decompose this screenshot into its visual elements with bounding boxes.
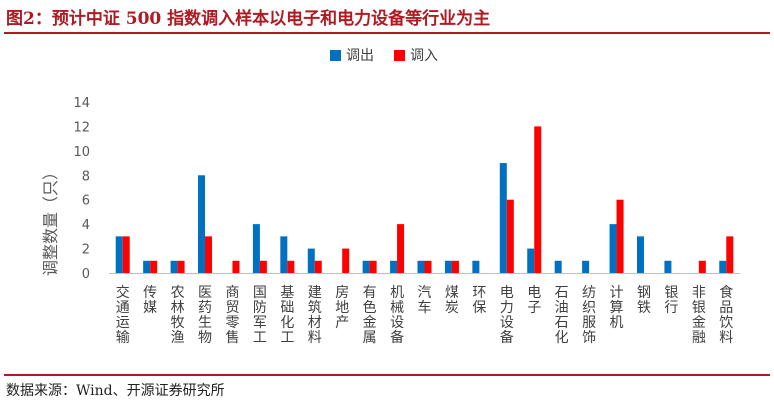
y-axis: 0 2 4 6 8 10 12 14 (73, 96, 90, 282)
bar-out-7 (307, 248, 315, 273)
x-tick-label: 电子 (527, 285, 541, 316)
x-axis: 交通运输传媒农林牧渔医药生物商贸零售国防军工基础化工建筑材料房地产有色金属机械设… (109, 273, 740, 346)
bar-out-5 (252, 224, 260, 273)
bar-out-19 (636, 236, 644, 273)
source-rule (4, 374, 770, 376)
x-tick-label: 有色金属 (363, 285, 377, 346)
y-tick-label: 0 (82, 267, 90, 282)
bar-in-7 (314, 260, 322, 273)
bar-out-0 (115, 236, 123, 273)
bar-out-22 (719, 260, 727, 273)
bar-out-3 (198, 175, 206, 273)
x-tick-label: 汽车 (418, 285, 432, 316)
y-axis-label: 调整数量（只） (41, 164, 60, 276)
x-tick-label: 医药生物 (198, 285, 212, 346)
y-tick-label: 6 (82, 194, 90, 209)
bar-out-15 (527, 248, 535, 273)
source-note: 数据来源：Wind、开源证券研究所 (6, 383, 225, 399)
bar-in-14 (506, 199, 514, 273)
bar-out-17 (582, 260, 590, 273)
bar-in-21 (698, 260, 706, 273)
y-tick-label: 10 (73, 145, 90, 160)
x-tick-label: 基础化工 (280, 284, 294, 346)
bars (115, 126, 734, 273)
bar-chart: 调出 调入 0 2 4 6 8 10 12 14 交通运输传媒农林牧渔医药生物商贸零售国防军工基… (41, 48, 740, 346)
bar-in-8 (342, 248, 350, 273)
bar-out-12 (444, 260, 452, 273)
x-tick-label: 农林牧渔 (171, 285, 185, 346)
x-tick-label: 电力设备 (500, 285, 514, 346)
legend-swatch-out (330, 50, 341, 61)
bar-in-5 (259, 260, 267, 273)
x-tick-label: 机械设备 (390, 285, 404, 346)
bar-in-3 (205, 236, 213, 273)
x-tick-label: 石油石化 (555, 285, 569, 346)
x-tick-label: 钢铁 (637, 285, 651, 316)
x-tick-label: 食品饮料 (719, 284, 733, 346)
x-tick-label: 环保 (472, 285, 486, 316)
bar-in-22 (726, 236, 734, 273)
x-tick-label: 煤炭 (445, 285, 459, 316)
bar-out-20 (664, 260, 672, 273)
x-tick-label: 银行 (664, 285, 678, 316)
legend-label-out: 调出 (346, 48, 374, 64)
x-tick-label: 传媒 (143, 285, 157, 316)
bar-in-11 (424, 260, 432, 273)
x-tick-label: 交通运输 (116, 284, 130, 346)
x-tick-label: 非银金融 (692, 285, 706, 346)
figure-title: 图2：预计中证 500 指数调入样本以电子和电力设备等行业为主 (6, 9, 491, 29)
bar-out-1 (143, 260, 151, 273)
bar-in-9 (369, 260, 377, 273)
bar-in-4 (232, 260, 240, 273)
chart-legend: 调出 调入 (330, 48, 438, 64)
bar-in-10 (397, 224, 405, 273)
bar-out-10 (390, 260, 398, 273)
bar-out-18 (609, 224, 617, 273)
y-tick-label: 8 (82, 169, 90, 184)
bar-in-0 (122, 236, 130, 273)
y-tick-label: 12 (73, 120, 90, 135)
x-tick-label: 建筑材料 (308, 285, 322, 346)
bar-in-1 (150, 260, 158, 273)
bar-in-6 (287, 260, 295, 273)
legend-swatch-in (394, 50, 405, 61)
x-tick-label: 纺织服饰 (582, 285, 596, 346)
x-tick-label: 国防军工 (253, 285, 267, 346)
x-tick-label: 计算机 (610, 285, 624, 331)
bar-out-11 (417, 260, 425, 273)
bar-in-2 (177, 260, 185, 273)
legend-label-in: 调入 (410, 48, 438, 64)
bar-in-15 (534, 126, 542, 273)
title-rule (4, 32, 770, 34)
bar-in-12 (451, 260, 459, 273)
bar-out-13 (472, 260, 480, 273)
bar-out-14 (499, 163, 507, 273)
y-tick-label: 14 (73, 96, 90, 111)
bar-in-18 (616, 199, 624, 273)
x-tick-label: 商贸零售 (225, 285, 239, 346)
x-tick-label: 房地产 (335, 285, 349, 331)
bar-out-16 (554, 260, 562, 273)
bar-out-6 (280, 236, 288, 273)
y-tick-label: 2 (82, 243, 90, 258)
bar-out-2 (170, 260, 178, 273)
y-tick-label: 4 (82, 218, 90, 233)
bar-out-9 (362, 260, 370, 273)
